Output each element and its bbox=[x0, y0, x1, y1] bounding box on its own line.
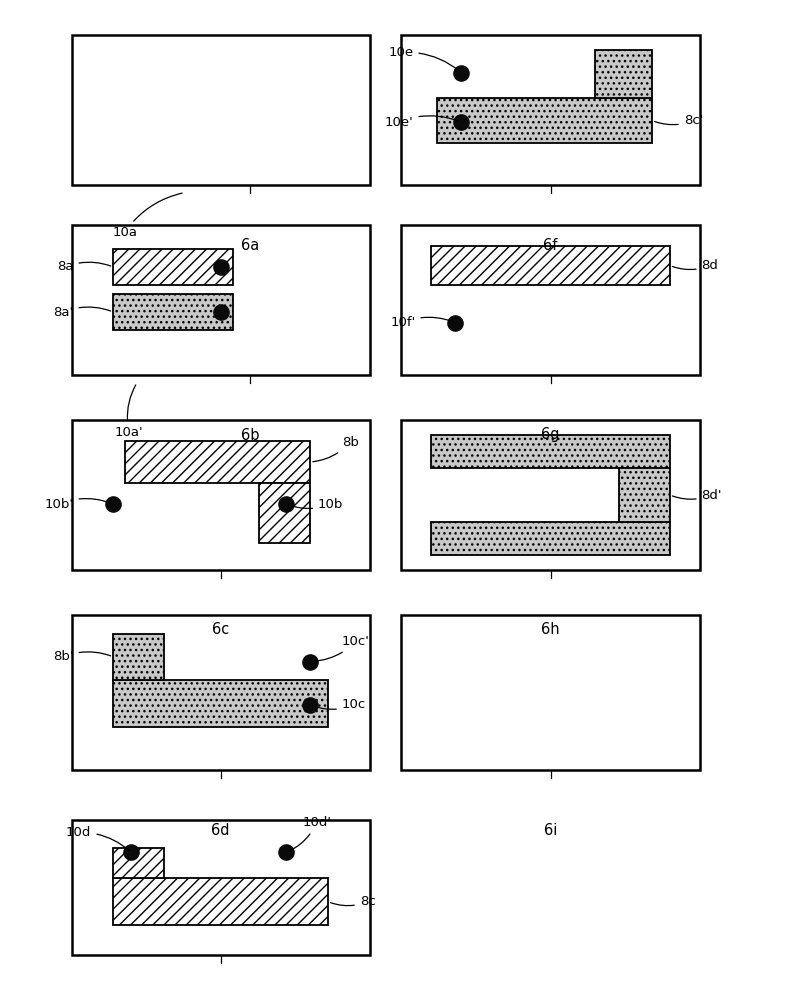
Text: 10b': 10b' bbox=[45, 498, 111, 511]
Text: 10a: 10a bbox=[112, 193, 182, 239]
Point bbox=[304, 654, 316, 670]
Text: 8b: 8b bbox=[312, 436, 359, 462]
Point bbox=[214, 304, 227, 320]
Text: 6h: 6h bbox=[541, 622, 560, 638]
Text: 6f: 6f bbox=[543, 237, 558, 252]
Point bbox=[107, 496, 120, 512]
Text: 8b': 8b' bbox=[53, 650, 111, 663]
Text: 6a: 6a bbox=[242, 237, 259, 252]
Point bbox=[455, 114, 467, 130]
Point bbox=[280, 496, 293, 512]
Text: 8c: 8c bbox=[331, 895, 375, 908]
Text: 10b: 10b bbox=[289, 498, 343, 511]
Point bbox=[455, 64, 467, 81]
Point bbox=[448, 314, 461, 330]
Text: 10e': 10e' bbox=[385, 116, 459, 129]
Point bbox=[304, 697, 316, 713]
Text: 6d: 6d bbox=[211, 823, 230, 838]
Text: 6g: 6g bbox=[541, 428, 560, 442]
Text: 10c': 10c' bbox=[312, 635, 370, 661]
Text: 10c: 10c bbox=[312, 698, 366, 711]
Text: 10d: 10d bbox=[66, 826, 129, 851]
Text: 6b: 6b bbox=[241, 428, 260, 442]
Text: 8d: 8d bbox=[673, 259, 719, 272]
Text: 8a': 8a' bbox=[53, 306, 111, 318]
Point bbox=[214, 259, 227, 275]
Point bbox=[280, 844, 293, 860]
Text: 6i: 6i bbox=[544, 823, 557, 838]
Text: 8d': 8d' bbox=[673, 489, 722, 502]
Text: 10a': 10a' bbox=[114, 385, 144, 439]
Text: 8a: 8a bbox=[57, 260, 111, 273]
Text: 6c: 6c bbox=[212, 622, 229, 638]
Text: 10d': 10d' bbox=[289, 816, 331, 851]
Text: 10e: 10e bbox=[388, 46, 459, 71]
Text: 8c': 8c' bbox=[654, 114, 703, 127]
Text: 10f': 10f' bbox=[390, 316, 452, 329]
Point bbox=[125, 844, 138, 860]
